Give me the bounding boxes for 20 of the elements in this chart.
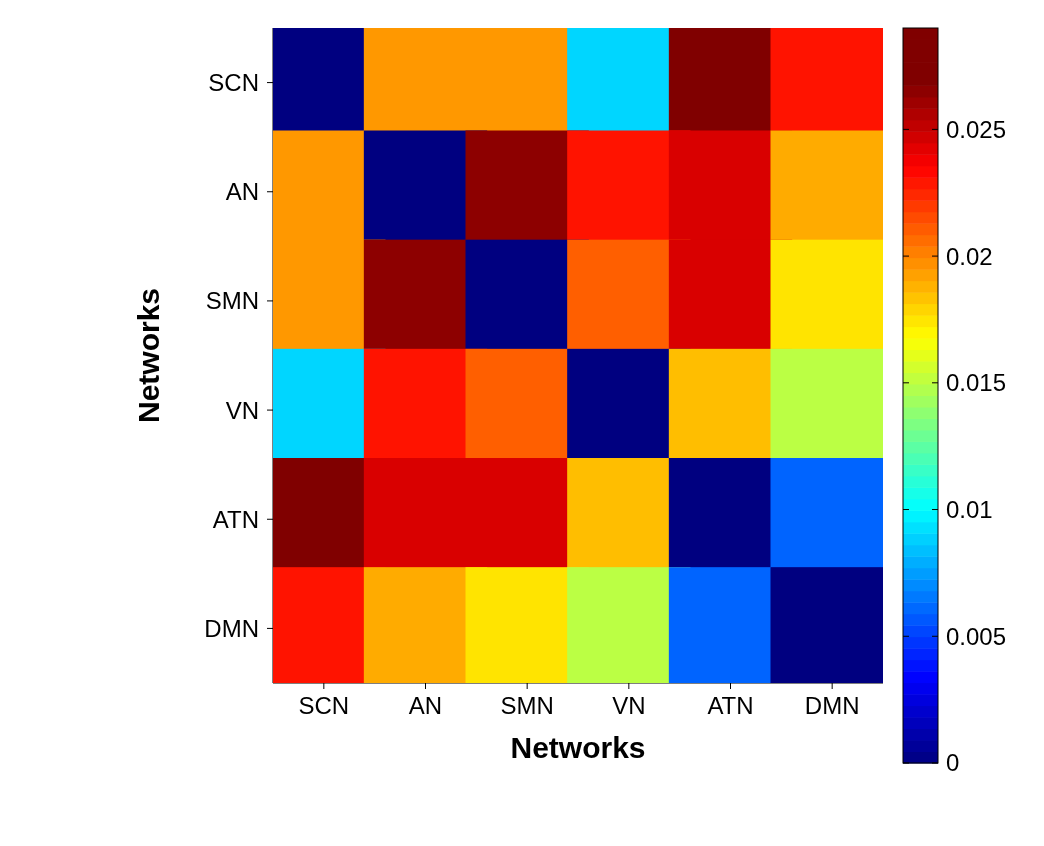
x-tick-label: VN [612, 692, 646, 720]
color-bar-label: 0.015 [946, 369, 1007, 397]
y-axis-title: Networks [131, 287, 165, 424]
y-tick-label: SCN [208, 69, 259, 97]
x-tick-label: AN [408, 692, 443, 720]
y-tick-label: VN [225, 396, 259, 424]
color-bar-label: 0 [946, 749, 960, 777]
y-tick-label: ATN [212, 505, 259, 533]
x-axis-title: Networks [510, 731, 646, 764]
y-tick-label: SMN [205, 287, 259, 315]
x-tick-label: ATN [707, 692, 754, 720]
color-bar-label: 0.01 [946, 495, 993, 523]
color-bar-label: 0.025 [946, 115, 1007, 143]
color-bar-label: 0.005 [946, 622, 1007, 650]
x-tick-label: SMN [500, 692, 554, 720]
x-tick-label: DMN [804, 692, 860, 720]
x-tick-label: SCN [298, 692, 350, 720]
y-tick-label: AN [225, 178, 259, 206]
color-bar-label: 0.02 [946, 242, 993, 270]
y-tick-label: DMN [204, 614, 259, 642]
